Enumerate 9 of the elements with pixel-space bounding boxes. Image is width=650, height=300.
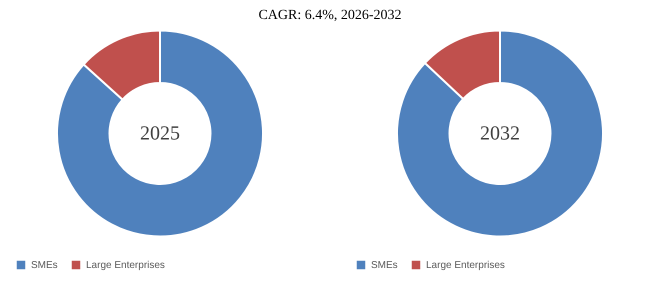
legend-label: SMEs [371,260,398,271]
text: 2032 [480,122,520,144]
text: 2025 [140,122,180,144]
donut-slice [56,30,264,238]
donut-slice [396,30,604,238]
legend-label: Large Enterprises [86,260,165,271]
text: CAGR: 6.4%, 2026-2032 [258,8,402,23]
legend-label: SMEs [31,260,58,271]
legend-label: Large Enterprises [426,260,505,271]
